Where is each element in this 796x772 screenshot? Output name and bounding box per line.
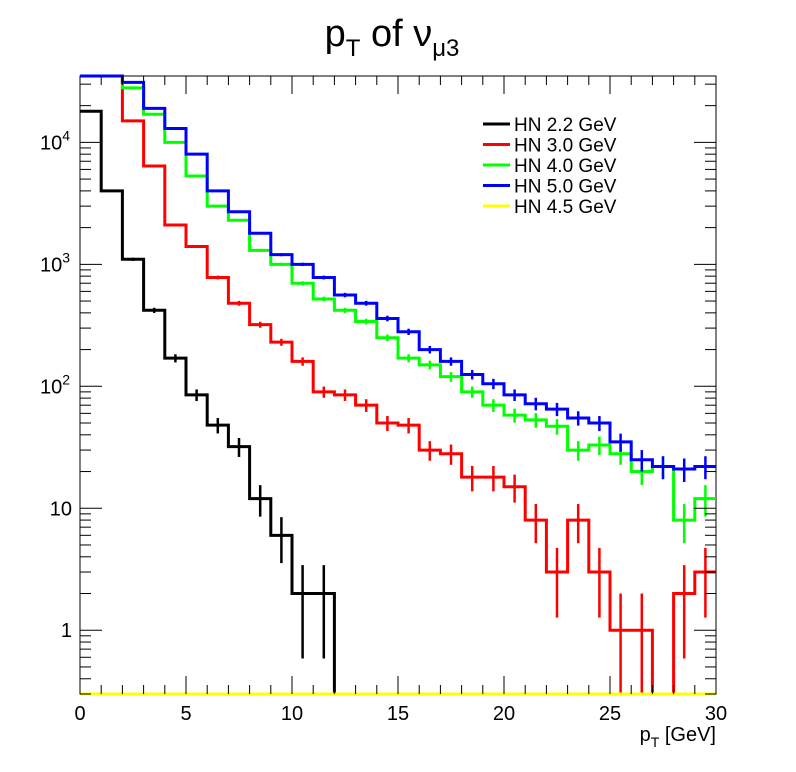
x-tick-label: 30 <box>705 703 727 725</box>
series-line <box>80 74 716 696</box>
legend-item: HN 5.0 GeV <box>483 177 617 198</box>
y-tick-label: 102 <box>40 371 70 398</box>
legend-item: HN 2.2 GeV <box>483 115 617 136</box>
series-3 <box>80 74 716 482</box>
x-tick-label: 15 <box>387 703 409 725</box>
x-tick-label: 10 <box>281 703 303 725</box>
y-tick-label: 104 <box>40 127 70 154</box>
x-axis-label: pT [GeV] <box>640 724 716 750</box>
axis-layer: 0 5 10 15 20 25 30 1 10 102 103 104 <box>40 76 727 725</box>
series-1 <box>80 74 716 696</box>
legend-item: HN 3.0 GeV <box>483 136 617 157</box>
legend-label: HN 4.0 GeV <box>514 156 617 177</box>
x-tick-label: 25 <box>599 703 621 725</box>
legend-label: HN 5.0 GeV <box>514 177 617 198</box>
legend-label: HN 2.2 GeV <box>514 115 617 136</box>
legend-label: HN 4.5 GeV <box>514 197 617 218</box>
legend-label: HN 3.0 GeV <box>514 136 617 157</box>
x-tick-label: 20 <box>493 703 515 725</box>
y-tick-label: 10 <box>50 498 72 520</box>
y-tick-label: 103 <box>40 249 70 276</box>
x-tick-label: 5 <box>180 703 191 725</box>
series-layer <box>80 74 716 696</box>
series-line <box>80 74 716 471</box>
legend-item: HN 4.5 GeV <box>483 197 617 218</box>
x-tick-label: 0 <box>74 703 85 725</box>
legend-item: HN 4.0 GeV <box>483 156 617 177</box>
chart-title: pT of νμ3 <box>325 13 460 62</box>
series-2 <box>80 74 716 544</box>
series-line <box>80 74 716 522</box>
y-tick-label: 1 <box>61 620 72 642</box>
